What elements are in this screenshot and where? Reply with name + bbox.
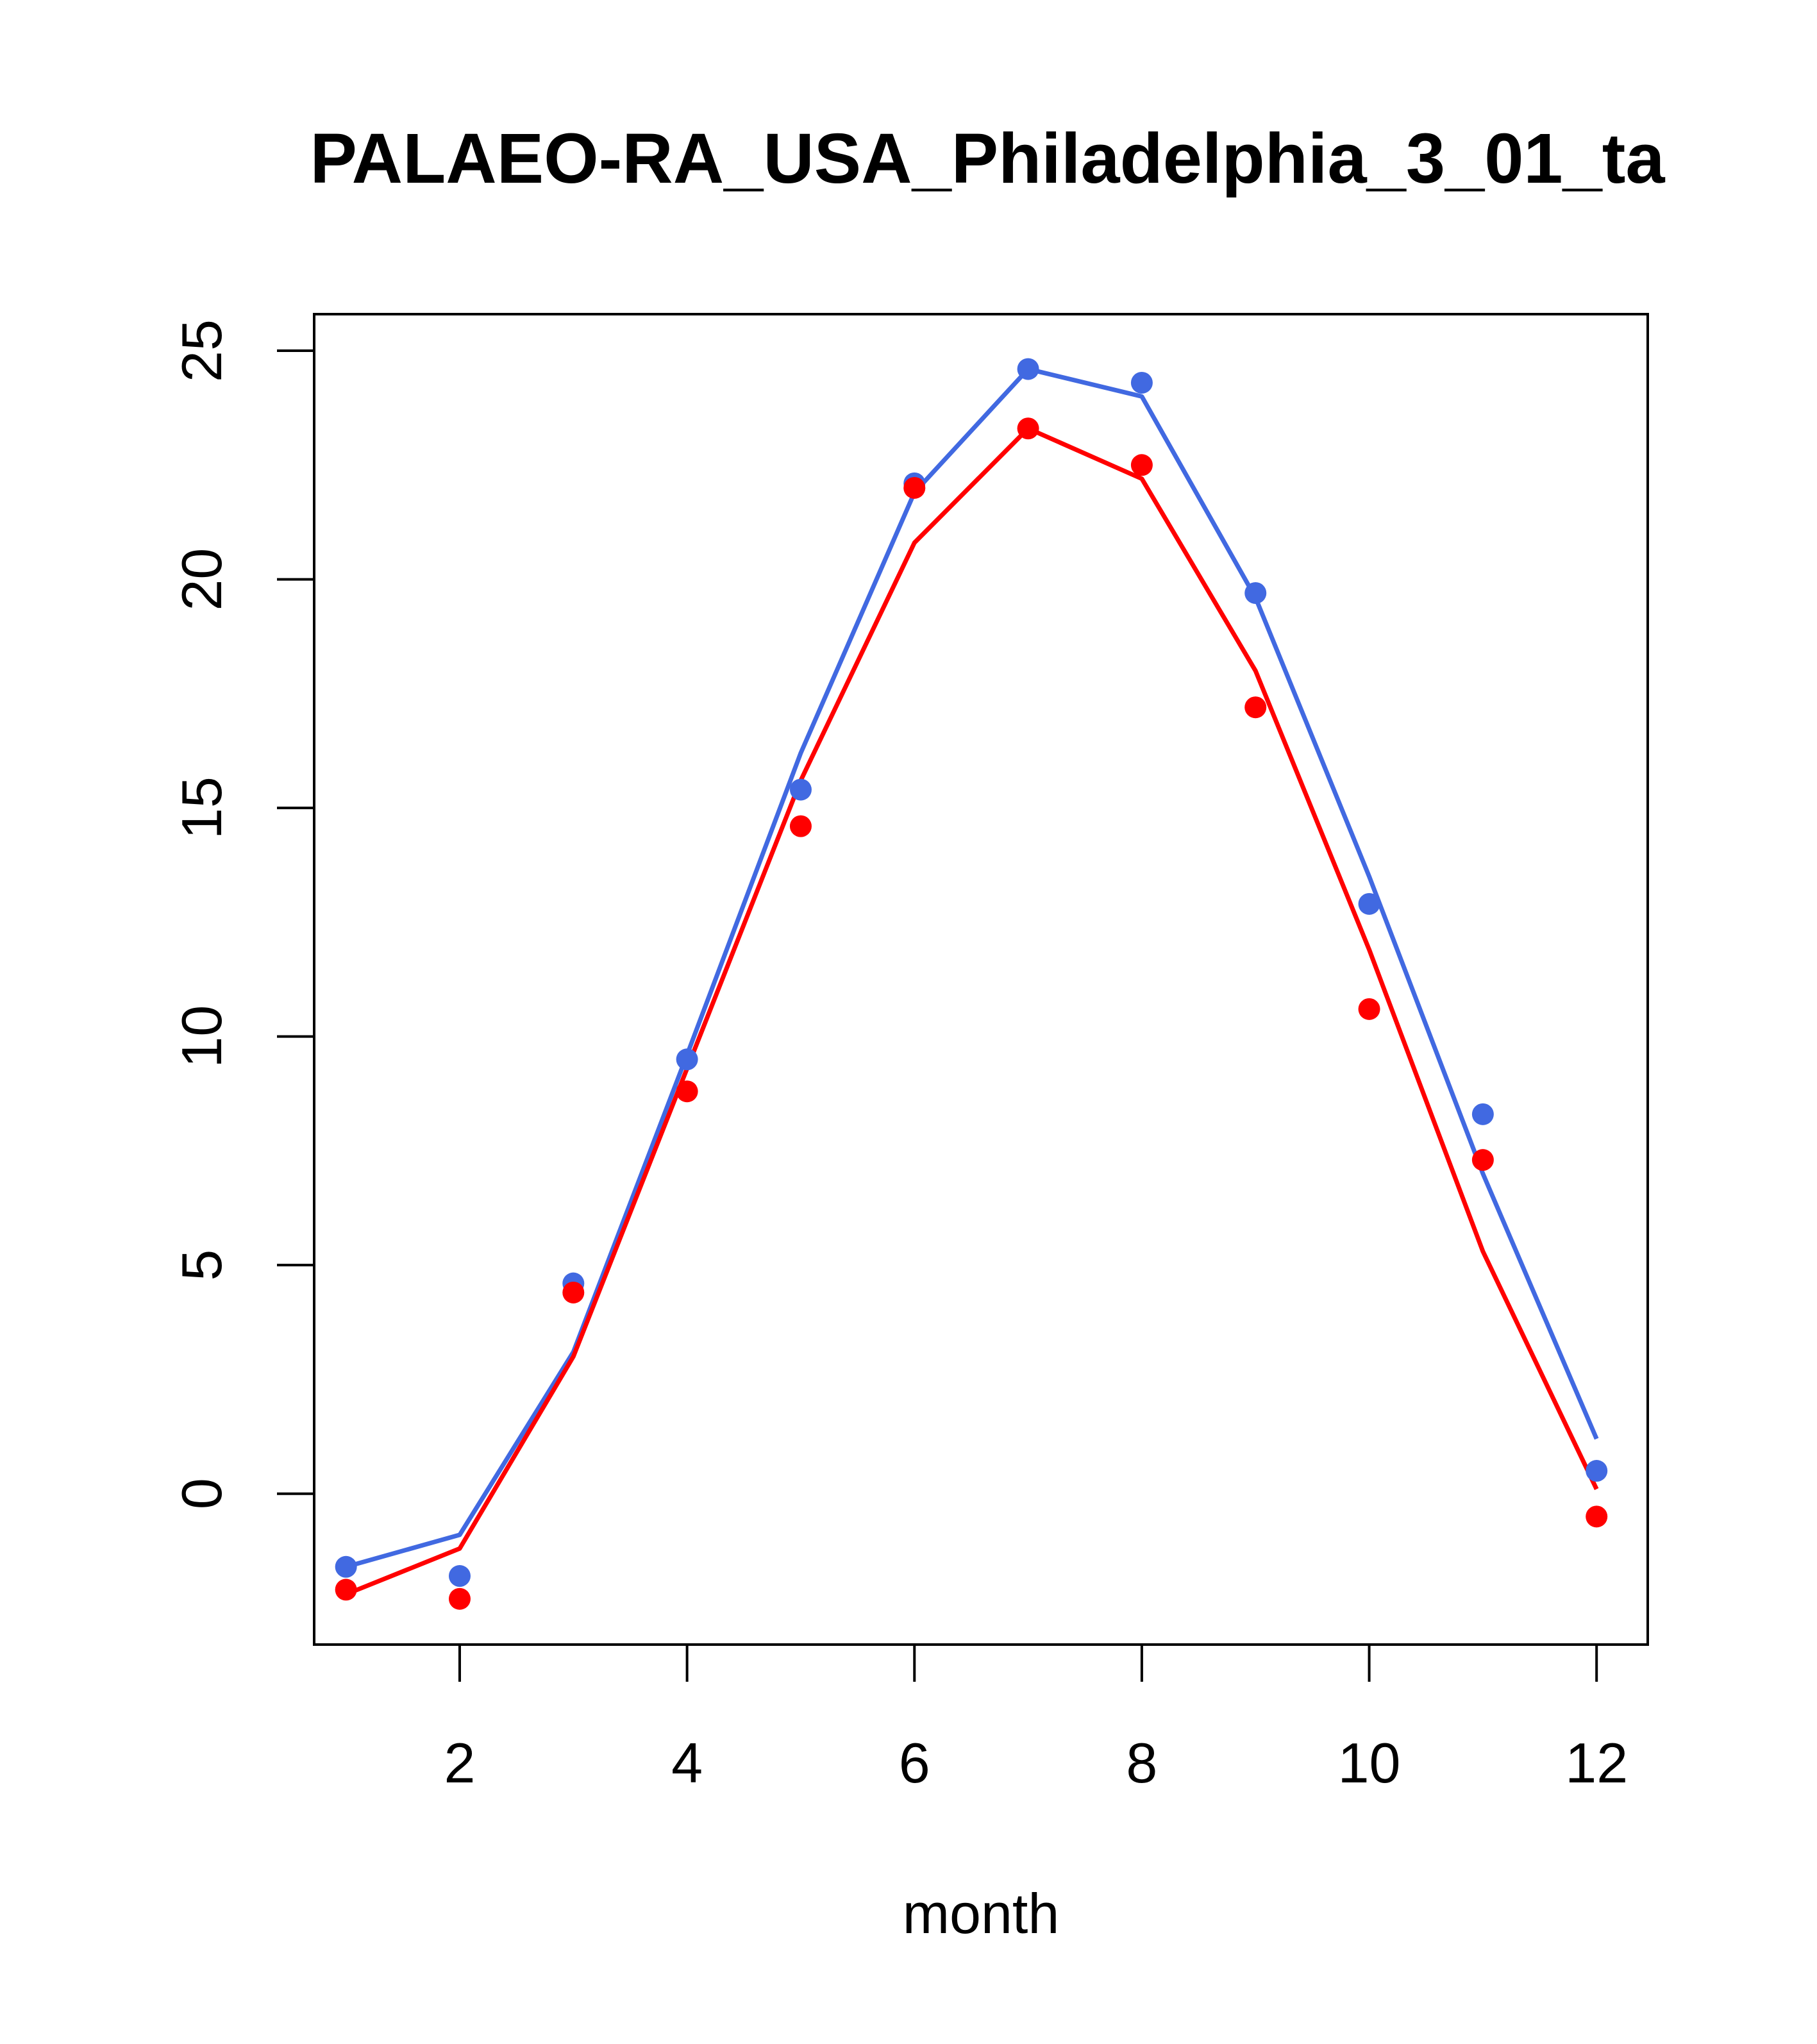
series-1-point: [676, 1048, 698, 1071]
x-tick-label: 6: [899, 1731, 930, 1795]
y-tick-label: 20: [170, 548, 233, 611]
y-tick-label: 25: [170, 319, 233, 382]
series-2-point: [1017, 417, 1039, 440]
series-2-point: [335, 1579, 357, 1601]
series-2-point: [562, 1281, 585, 1303]
series-1-point: [789, 778, 812, 801]
series-1-point: [448, 1565, 471, 1587]
y-axis: 0 5 10 15 20 25: [170, 319, 315, 1509]
x-tick-label: 4: [671, 1731, 703, 1795]
chart-title: PALAEO-RA_USA_Philadelphia_3_01_ta: [310, 119, 1665, 198]
series-2-line: [345, 426, 1599, 1596]
series-2-point: [1130, 454, 1153, 476]
series-2-point: [1358, 998, 1380, 1020]
series-1-point: [1358, 892, 1380, 915]
series-1-point: [1130, 371, 1153, 394]
series-2-point: [903, 476, 926, 499]
series-1-point: [1471, 1103, 1494, 1125]
series-1-point: [1244, 582, 1267, 604]
series-2-point: [789, 815, 812, 837]
series-2-point: [1586, 1505, 1608, 1528]
x-tick-label: 12: [1565, 1731, 1628, 1795]
series-layer: [335, 358, 1608, 1610]
y-tick-label: 0: [170, 1478, 233, 1509]
series-1-point: [1586, 1460, 1608, 1482]
series-2-point: [448, 1587, 471, 1610]
x-axis: 2 4 6 8 10 12: [444, 1643, 1628, 1795]
series-2-point: [1471, 1149, 1494, 1171]
y-tick-label: 5: [170, 1250, 233, 1281]
series-1-point: [335, 1555, 357, 1578]
series-2-point: [676, 1080, 698, 1103]
x-axis-label: month: [903, 1882, 1060, 1945]
x-tick-label: 2: [444, 1731, 475, 1795]
x-tick-label: 8: [1126, 1731, 1157, 1795]
series-1-point: [1017, 358, 1039, 380]
y-tick-label: 10: [170, 1005, 233, 1068]
series-1-line: [345, 367, 1599, 1570]
x-tick-label: 10: [1338, 1731, 1401, 1795]
series-2-point: [1244, 696, 1267, 719]
y-tick-label: 15: [170, 776, 233, 839]
